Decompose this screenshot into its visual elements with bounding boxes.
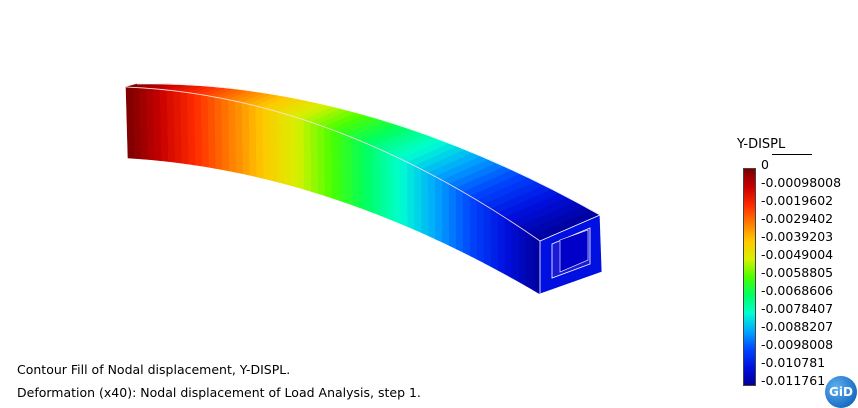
beam-side-strip <box>282 113 292 186</box>
beam-side-strip <box>407 161 416 231</box>
beam-side-strip <box>476 199 485 264</box>
legend-value: 0 <box>761 157 769 172</box>
legend-color-bar <box>743 168 756 386</box>
legend-value: -0.011761 <box>761 373 826 388</box>
beam-side-strip <box>386 152 395 222</box>
beam-side-strip <box>248 103 258 178</box>
beam-side-strip <box>303 119 312 192</box>
beam-side-strip <box>331 129 340 201</box>
beam-side-strip <box>372 145 381 216</box>
beam-side-strip <box>289 115 299 188</box>
legend-value: -0.0049004 <box>761 247 834 262</box>
beam-side-strip <box>365 142 374 214</box>
legend-title: Y-DISPL <box>737 137 786 152</box>
legend-value: -0.0039203 <box>761 229 834 244</box>
beam-side-strip <box>483 203 492 268</box>
legend-value: -0.0078407 <box>761 301 834 316</box>
beam-side-strip <box>469 195 478 260</box>
beam-side-strip <box>276 111 285 185</box>
beam-side-strip <box>428 172 436 240</box>
legend-value: -0.010781 <box>761 355 826 370</box>
legend-value: -0.00098008 <box>761 175 842 190</box>
beam-side-strip <box>296 117 305 190</box>
beam-side-strip <box>525 230 534 291</box>
beam-side-strip <box>358 139 367 211</box>
beam-side-strip <box>310 121 319 194</box>
beam-side-strip <box>345 134 353 206</box>
beam-side-strip <box>262 107 271 181</box>
beam-side-strip <box>435 176 443 243</box>
gid-logo: GiD <box>825 376 857 408</box>
beam-side-strip <box>504 217 513 279</box>
beam-side-strip <box>269 109 278 183</box>
beam-side-strip <box>317 124 326 197</box>
beam-side-strip <box>393 155 402 225</box>
beam-side-strip <box>462 191 471 257</box>
beam-side-strip <box>255 105 264 179</box>
caption-deformation: Deformation (x40): Nodal displacement of… <box>17 385 421 400</box>
beam-side-strip <box>324 126 333 199</box>
beam-side-strip <box>338 131 347 204</box>
beam-side-strip <box>518 226 527 287</box>
beam-side-strip <box>490 208 499 271</box>
beam-side-strip <box>400 158 409 228</box>
beam-side-strip <box>241 102 251 176</box>
beam-side-strip <box>351 137 360 208</box>
beam-side-strip <box>497 212 506 275</box>
beam-side-strip <box>532 235 541 295</box>
beam-side-strip <box>511 221 520 283</box>
beam-side-strip <box>455 187 464 253</box>
legend-value: -0.0058805 <box>761 265 834 280</box>
caption-contour: Contour Fill of Nodal displacement, Y-DI… <box>17 362 291 377</box>
beam-inner-wall <box>559 229 589 273</box>
legend-value: -0.0029402 <box>761 211 834 226</box>
legend-value: -0.0068606 <box>761 283 834 298</box>
beam-side-strip <box>379 148 388 219</box>
legend-value: -0.0019602 <box>761 193 834 208</box>
beam-side-strip <box>414 165 422 234</box>
beam-side-strip <box>421 168 429 237</box>
beam-side-strip <box>448 183 457 250</box>
beam-edge-line <box>125 86 541 242</box>
beam-side-strip <box>442 179 450 246</box>
legend-value: -0.0098008 <box>761 337 834 352</box>
beam-edge-line <box>136 83 601 216</box>
legend-value: -0.0088207 <box>761 319 834 334</box>
legend-title-underline <box>772 154 812 155</box>
